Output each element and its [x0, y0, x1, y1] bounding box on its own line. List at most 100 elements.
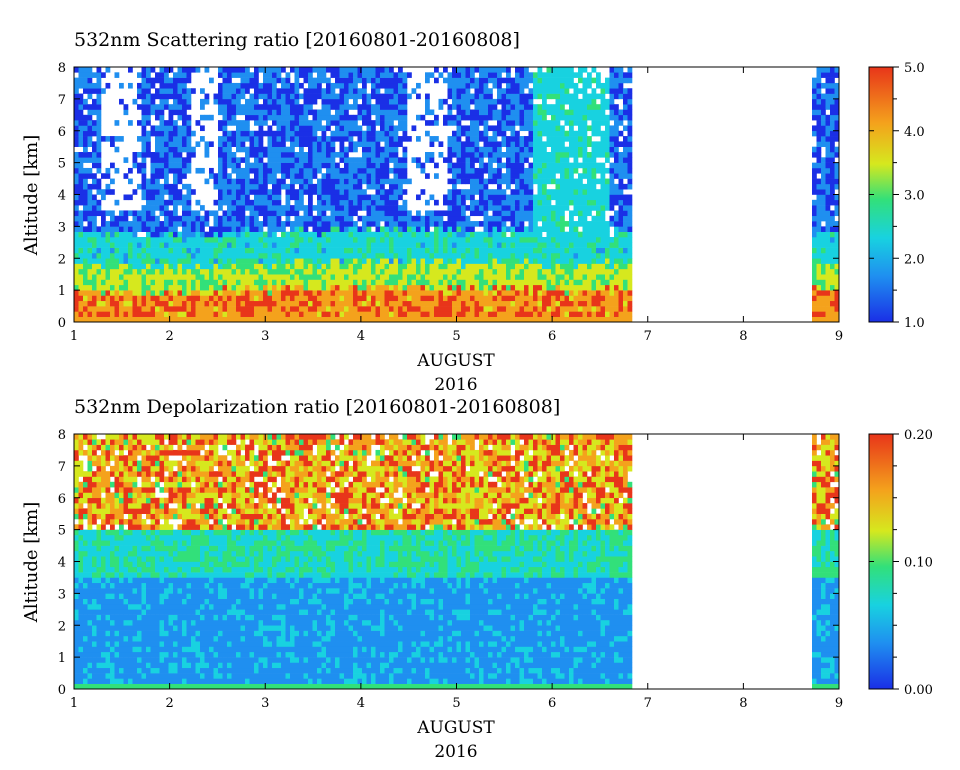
heatmap-cell — [254, 284, 259, 291]
heatmap-cell — [353, 284, 358, 291]
heatmap-cell — [569, 98, 574, 105]
heatmap-cell — [195, 67, 201, 73]
heatmap-cell — [330, 199, 336, 206]
heatmap-cell — [276, 162, 282, 169]
heatmap-cell — [380, 167, 385, 174]
heatmap-cell — [303, 284, 309, 291]
heatmap-cell — [164, 252, 169, 259]
heatmap-cell — [569, 210, 574, 217]
heatmap-cell — [357, 178, 363, 185]
heatmap-cell — [384, 226, 390, 232]
heatmap-cell — [578, 130, 583, 137]
heatmap-cell — [578, 194, 583, 201]
heatmap-cell — [573, 109, 579, 116]
heatmap-cell — [362, 109, 367, 116]
heatmap-cell — [96, 258, 102, 264]
heatmap-cell — [299, 284, 304, 291]
heatmap-cell — [209, 252, 214, 259]
heatmap-cell — [348, 173, 354, 179]
heatmap-cell — [159, 72, 165, 78]
heatmap-cell — [101, 231, 106, 238]
heatmap-cell — [263, 210, 268, 217]
heatmap-cell — [222, 194, 228, 201]
heatmap-cell — [609, 146, 615, 153]
heatmap-cell — [101, 226, 106, 232]
heatmap-cell — [551, 221, 556, 227]
heatmap-cell — [299, 199, 304, 206]
heatmap-cell — [294, 194, 300, 201]
heatmap-cell — [290, 157, 295, 163]
heatmap-cell — [425, 279, 430, 286]
heatmap-cell — [564, 221, 570, 227]
heatmap-cell — [492, 146, 498, 153]
heatmap-cell — [272, 120, 277, 126]
heatmap-cell — [308, 316, 313, 322]
heatmap-cell — [258, 242, 264, 248]
heatmap-cell — [330, 152, 336, 158]
heatmap-cell — [429, 295, 435, 302]
heatmap-cell — [326, 93, 331, 100]
heatmap-cell — [267, 104, 273, 110]
heatmap-cell — [447, 104, 453, 110]
heatmap-cell — [524, 93, 529, 100]
heatmap-cell — [240, 183, 246, 190]
heatmap-cell — [132, 221, 138, 227]
heatmap-cell — [321, 114, 327, 121]
heatmap-cell — [425, 221, 430, 227]
heatmap-cell — [474, 67, 480, 73]
heatmap-cell — [195, 274, 201, 280]
heatmap-cell — [560, 258, 565, 264]
heatmap-cell — [74, 300, 79, 307]
heatmap-cell — [587, 252, 592, 259]
heatmap-cell — [362, 300, 367, 307]
heatmap-cell — [389, 199, 394, 206]
heatmap-cell — [587, 72, 592, 78]
heatmap-cell — [398, 183, 403, 190]
heatmap-cell — [281, 290, 286, 296]
heatmap-cell — [141, 109, 147, 116]
heatmap-cell — [488, 306, 493, 312]
heatmap-cell — [519, 146, 525, 153]
heatmap-cell — [501, 120, 507, 126]
heatmap-cell — [326, 290, 331, 296]
heatmap-cell — [542, 178, 547, 185]
heatmap-cell — [200, 274, 205, 280]
heatmap-cell — [258, 93, 264, 100]
heatmap-cell — [312, 247, 318, 254]
heatmap-cell — [447, 247, 453, 254]
heatmap-cell — [312, 136, 318, 142]
heatmap-cell — [564, 300, 570, 307]
heatmap-cell — [362, 311, 367, 317]
heatmap-cell — [218, 274, 223, 280]
heatmap-cell — [587, 152, 592, 158]
heatmap-cell — [546, 194, 552, 201]
heatmap-cell — [78, 306, 84, 312]
heatmap-cell — [321, 311, 327, 317]
heatmap-cell — [335, 82, 340, 89]
heatmap-cell — [470, 279, 475, 286]
heatmap-cell — [416, 311, 421, 317]
heatmap-cell — [438, 215, 444, 222]
heatmap-cell — [204, 316, 210, 322]
heatmap-cell — [497, 114, 502, 121]
heatmap-cell — [294, 98, 300, 105]
heatmap-cell — [528, 231, 534, 238]
heatmap-cell — [96, 77, 102, 84]
heatmap-cell — [569, 311, 574, 317]
heatmap-cell — [474, 295, 480, 302]
heatmap-cell — [560, 157, 565, 163]
heatmap-cell — [402, 268, 408, 275]
heatmap-cell — [497, 125, 502, 132]
heatmap-cell — [560, 125, 565, 132]
heatmap-cell — [344, 274, 349, 280]
heatmap-cell — [74, 306, 79, 312]
heatmap-cell — [533, 258, 538, 264]
heatmap-cell — [578, 263, 583, 270]
heatmap-cell — [407, 221, 412, 227]
heatmap-cell — [168, 295, 174, 302]
heatmap-cell — [371, 199, 376, 206]
heatmap-cell — [501, 104, 507, 110]
heatmap-cell — [416, 263, 421, 270]
heatmap-cell — [227, 231, 232, 238]
heatmap-cell — [425, 120, 430, 126]
